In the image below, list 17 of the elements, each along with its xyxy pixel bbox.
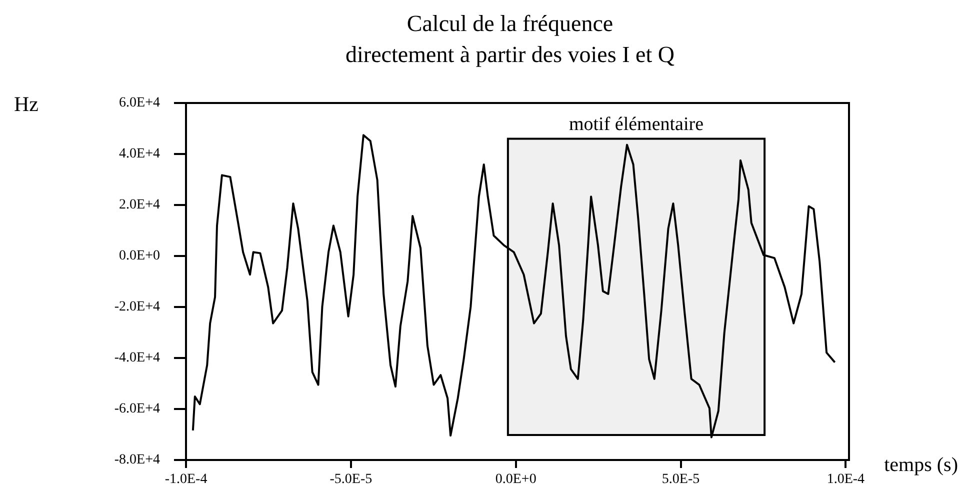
x-axis-title: temps (s) [884, 454, 958, 477]
x-tick-label: 0.0E+0 [495, 472, 536, 488]
band-label: motif élémentaire [568, 114, 704, 136]
y-tick-label: -2.0E+4 [114, 300, 160, 315]
y-tick-label: 0.0E+0 [119, 248, 160, 264]
y-tick-label: -6.0E+4 [114, 402, 160, 417]
x-tick-label: -5.0E-5 [330, 472, 372, 488]
x-tick-label: -1.0E-4 [164, 472, 208, 488]
y-tick-label: -8.0E+4 [114, 452, 160, 468]
y-tick-label: 6.0E+4 [119, 96, 160, 111]
y-axis-title: Hz [14, 92, 38, 117]
chart-title: Calcul de la fréquence directement à partir des voies I et Q [344, 10, 676, 69]
y-tick-label: -4.0E+4 [114, 350, 160, 366]
x-tick-label: 5.0E-5 [662, 472, 700, 488]
y-tick-label: 4.0E+4 [119, 146, 160, 162]
y-tick-label: 2.0E+4 [119, 198, 160, 213]
x-tick-label: 1.0E-4 [826, 472, 865, 488]
